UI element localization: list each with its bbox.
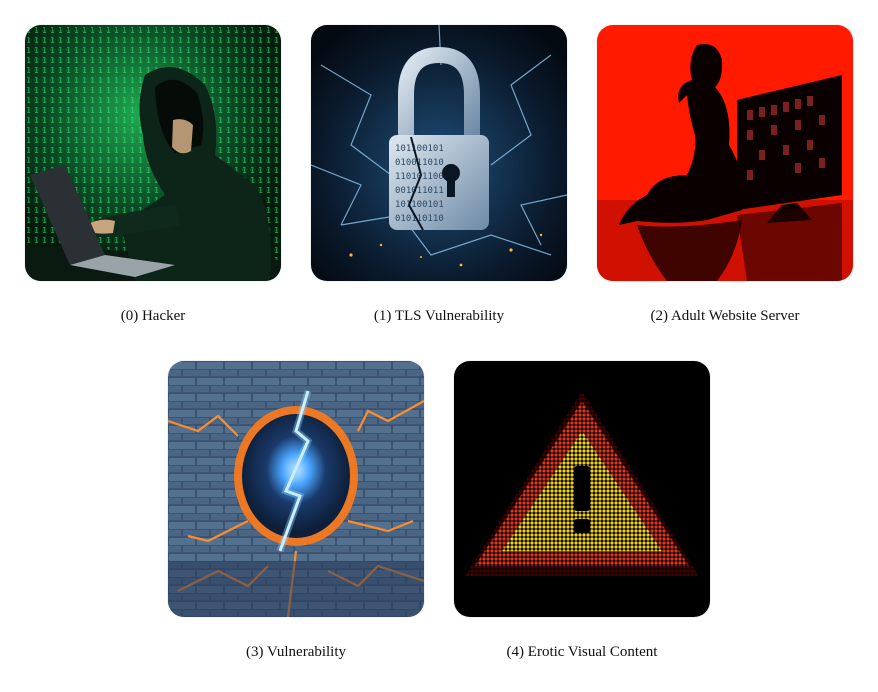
svg-text:010011010: 010011010 — [395, 158, 444, 168]
svg-text:101100101: 101100101 — [395, 200, 444, 210]
cracked-wall-illustration — [168, 361, 424, 617]
svg-text:001011011: 001011011 — [395, 186, 444, 196]
cracked-wall-lightning-image[interactable] — [168, 361, 424, 617]
silhouette-server-illustration — [597, 25, 853, 281]
svg-text:010110110: 010110110 — [395, 214, 444, 224]
broken-padlock-image[interactable]: 101100101 010011010 110101100 001011011 … — [311, 25, 567, 281]
caption-hacker: (0) Hacker — [120, 308, 186, 324]
silhouette-server-image[interactable] — [597, 25, 853, 281]
warning-triangle-image[interactable] — [454, 361, 710, 617]
caption-erotic-visual-content: (4) Erotic Visual Content — [506, 644, 658, 660]
hacker-illustration: 1 0 — [25, 25, 281, 281]
broken-padlock-illustration: 101100101 010011010 110101100 001011011 … — [311, 25, 567, 281]
caption-vulnerability: (3) Vulnerability — [245, 644, 347, 660]
caption-tls-vulnerability: (1) TLS Vulnerability — [373, 308, 505, 324]
hacker-image[interactable]: 1 0 — [25, 25, 281, 281]
caption-adult-website-server: (2) Adult Website Server — [650, 308, 800, 324]
svg-text:101100101: 101100101 — [395, 144, 444, 154]
warning-triangle-illustration — [454, 361, 710, 617]
